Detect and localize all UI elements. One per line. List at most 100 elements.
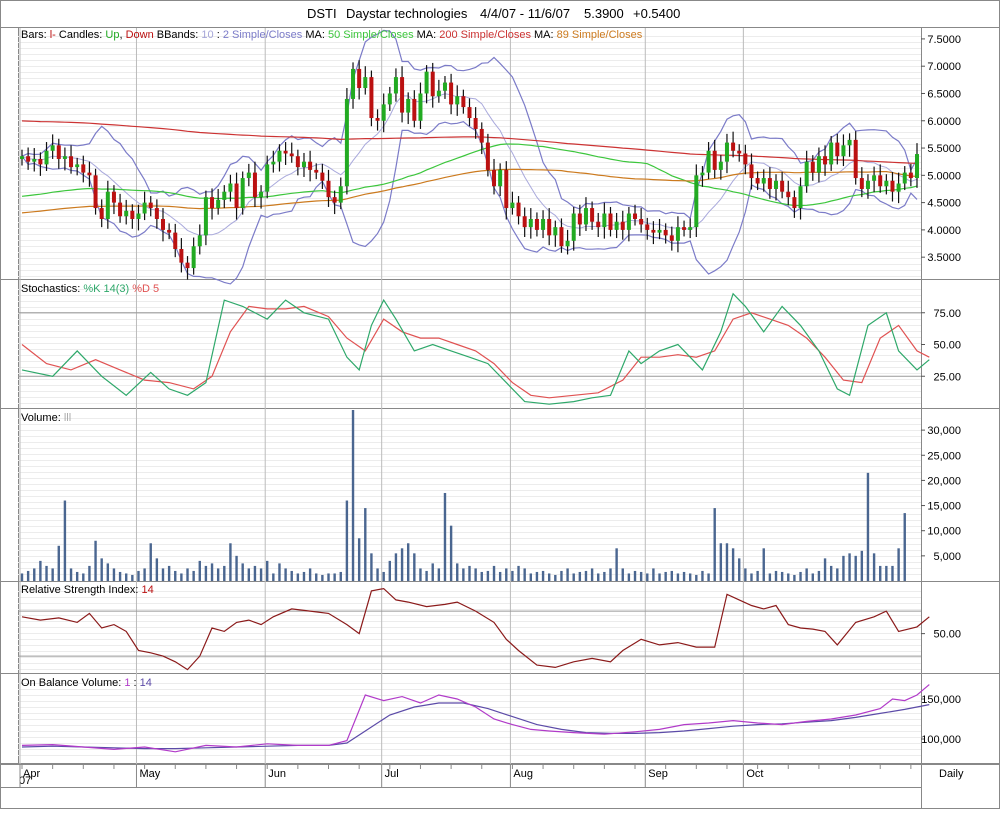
volume-bar (419, 568, 422, 581)
volume-bar (272, 573, 275, 581)
candle-body (56, 145, 61, 159)
volume-bar (590, 568, 594, 581)
volume-bar (94, 540, 97, 581)
candle-body (755, 178, 760, 184)
candle-body (271, 161, 276, 165)
candle-body (393, 77, 398, 94)
volume-bar (69, 568, 73, 581)
volume-bar (88, 565, 91, 581)
volume-bar (793, 574, 796, 581)
candle-body (510, 202, 515, 209)
volume-bar (713, 508, 716, 581)
volume-ytick-label: 30,000 (927, 425, 961, 437)
candle-body (823, 156, 828, 165)
candle-body (449, 82, 454, 105)
candle-body (633, 213, 638, 219)
candle-body (792, 197, 797, 209)
candle-body (571, 213, 576, 241)
volume-bar (768, 573, 772, 581)
volume-bar (597, 573, 600, 581)
volume-bar (529, 573, 533, 581)
candle-body (418, 93, 423, 121)
volume-bar (33, 568, 36, 581)
candle-body (20, 156, 24, 159)
volume-bar (118, 571, 122, 581)
volume-bar (315, 573, 318, 581)
candle-body (798, 186, 803, 209)
candle-body (865, 180, 870, 189)
axis-layer: 07 Daily Apr May Jun Jul Aug Sep Oct 3.5000 4.00… (19, 34, 964, 787)
candle-body (455, 96, 460, 105)
volume-bar (413, 553, 416, 581)
volume-bar (682, 571, 686, 581)
volume-bar (376, 568, 379, 581)
candle-body (173, 232, 178, 249)
candle-body (675, 227, 680, 241)
candle-body (295, 156, 300, 168)
bband-upper-line (21, 29, 918, 220)
volume-bar (357, 538, 361, 581)
volume-bar (842, 555, 845, 581)
candle-body (528, 218, 533, 228)
volume-bar (290, 570, 293, 581)
last-price-label: 5.3900 (584, 6, 624, 21)
candle-body (473, 118, 478, 129)
price-ytick-label: 4.0000 (927, 225, 961, 237)
company-label: Daystar technologies (346, 6, 468, 21)
volume-bar (621, 568, 624, 581)
legend-item: Candles: (56, 29, 106, 41)
candle-body (602, 213, 607, 228)
legend-item: 14 (140, 677, 152, 689)
volume-bar (823, 558, 827, 581)
candle-body (62, 156, 67, 159)
candle-body (167, 229, 172, 233)
candle-body (859, 178, 864, 189)
volume-bar (676, 573, 680, 581)
rsi-legend: Relative Strength Index: 14 (21, 584, 154, 596)
candle-body (50, 145, 55, 151)
volume-bar (750, 573, 753, 581)
volume-bar (278, 563, 281, 581)
candle-body (908, 172, 913, 179)
volume-bar (308, 568, 312, 581)
volume-bar (811, 573, 814, 581)
volume-bar (149, 543, 152, 581)
legend-item: 10 (201, 29, 213, 41)
legend-layer: Bars: l- Candles: Up, Down BBands: 10 : … (21, 29, 643, 689)
volume-ytick-label: 15,000 (927, 501, 961, 513)
volume-bar (284, 568, 287, 581)
volume-ytick-label: 5,000 (933, 551, 961, 563)
candle-body (338, 186, 343, 203)
volume-bar (707, 573, 710, 581)
candle-body (130, 210, 135, 219)
volume-bar (174, 570, 177, 581)
candle-body (724, 142, 729, 162)
volume-bar (547, 573, 551, 581)
volume-bar (725, 543, 729, 581)
candle-body (118, 202, 123, 217)
legend-item: Bars: (21, 29, 50, 41)
candle-body (553, 227, 558, 236)
candle-body (485, 142, 490, 170)
candle-body (228, 183, 233, 192)
candle-body (872, 175, 877, 181)
volume-bar (131, 574, 134, 581)
candle-body (369, 77, 374, 119)
legend-item: Relative Strength Index: (21, 584, 141, 596)
candle-body (706, 150, 711, 173)
candle-body (688, 227, 693, 230)
volume-bar (498, 571, 502, 581)
candle-body (890, 180, 895, 192)
legend-item: MA: (531, 29, 557, 41)
ma50-line (21, 143, 918, 207)
obv-panel (21, 684, 930, 753)
candle-body (314, 169, 319, 173)
candle-body (608, 213, 613, 230)
legend-item: Up (105, 29, 119, 41)
candle-body (289, 153, 294, 157)
volume-bar (382, 571, 385, 581)
candle-body (222, 191, 227, 200)
volume-bar (327, 573, 330, 581)
candle-body (884, 180, 889, 187)
legend-item: Down (126, 29, 154, 41)
